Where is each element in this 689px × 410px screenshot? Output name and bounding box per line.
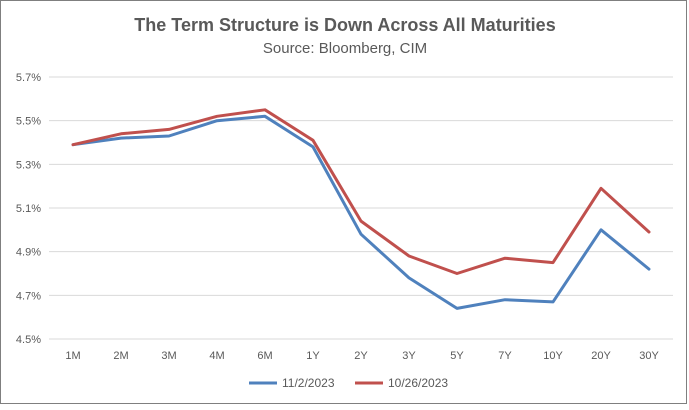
y-tick-label: 4.9% bbox=[16, 247, 41, 259]
x-tick-label: 30Y bbox=[639, 350, 659, 362]
x-tick-label: 4M bbox=[209, 350, 224, 362]
chart-title: The Term Structure is Down Across All Ma… bbox=[134, 15, 555, 35]
legend-label: 10/26/2023 bbox=[388, 376, 448, 390]
x-tick-label: 2M bbox=[113, 350, 128, 362]
x-tick-label: 20Y bbox=[591, 350, 611, 362]
legend: 11/2/2023 10/26/2023 bbox=[249, 376, 448, 390]
x-tick-label: 1M bbox=[65, 350, 80, 362]
x-tick-label: 1Y bbox=[306, 350, 320, 362]
y-tick-label: 4.7% bbox=[16, 290, 41, 302]
series-line-2 bbox=[71, 108, 651, 275]
legend-label: 11/2/2023 bbox=[282, 376, 335, 390]
x-tick-label: 6M bbox=[257, 350, 272, 362]
y-axis-ticks: 4.5% 4.7% 4.9% 5.1% 5.3% 5.5% 5.7% bbox=[16, 72, 41, 346]
x-tick-label: 3M bbox=[161, 350, 176, 362]
x-axis-ticks: 1M 2M 3M 4M 6M 1Y 2Y 3Y 5Y 7Y 10Y 20Y 30Y bbox=[65, 350, 659, 362]
y-tick-label: 5.7% bbox=[16, 72, 41, 84]
x-tick-label: 2Y bbox=[354, 350, 368, 362]
y-tick-label: 5.3% bbox=[16, 159, 41, 171]
series-lines bbox=[71, 108, 651, 310]
x-tick-label: 3Y bbox=[402, 350, 416, 362]
x-tick-label: 7Y bbox=[498, 350, 512, 362]
x-tick-label: 10Y bbox=[543, 350, 563, 362]
x-tick-label: 5Y bbox=[450, 350, 464, 362]
chart-subtitle: Source: Bloomberg, CIM bbox=[263, 40, 427, 57]
gridlines bbox=[49, 76, 673, 340]
series-line-1 bbox=[71, 114, 651, 310]
y-tick-label: 5.1% bbox=[16, 203, 41, 215]
y-tick-label: 5.5% bbox=[16, 116, 41, 128]
y-tick-label: 4.5% bbox=[16, 334, 41, 346]
